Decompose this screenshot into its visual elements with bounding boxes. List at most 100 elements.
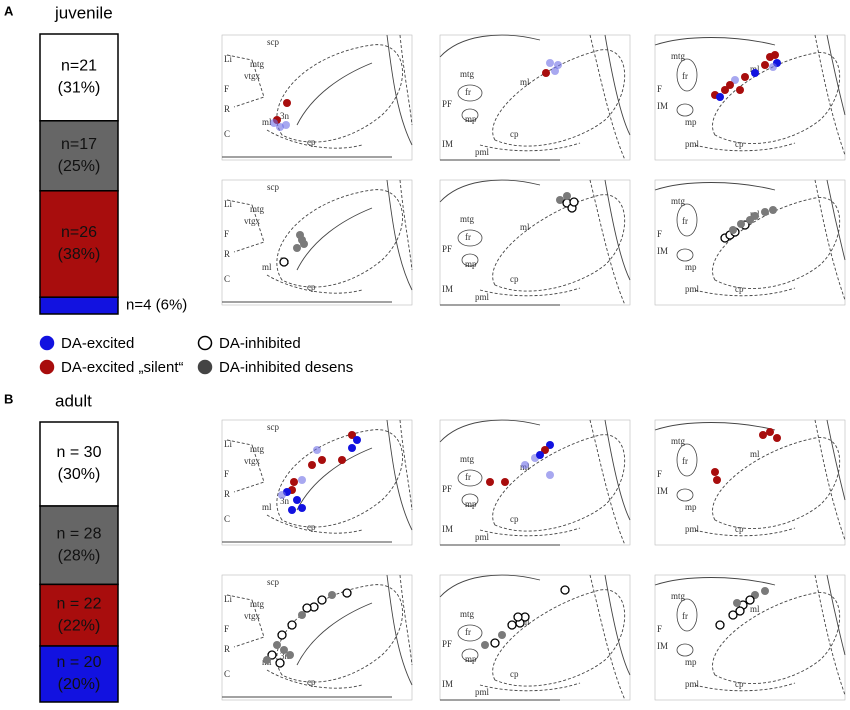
atlas-outline (226, 594, 265, 648)
atlas-outline (826, 34, 846, 116)
legend-marker (39, 335, 55, 351)
atlas-label: IM (442, 284, 453, 294)
atlas-label: cp (307, 282, 316, 292)
neuron-dot (546, 471, 554, 479)
neuron-dot (713, 476, 721, 484)
neuron-dot (498, 631, 506, 639)
atlas-panel: mtg fr ml F IM mp cp pml (654, 419, 846, 546)
neuron-dot (733, 599, 741, 607)
atlas-outline (386, 574, 413, 686)
atlas-outline (276, 584, 403, 683)
neuron-dot (741, 73, 749, 81)
segment-percent: (31%) (58, 80, 101, 97)
atlas-outline (276, 44, 403, 143)
segment-percent: (38%) (58, 246, 101, 263)
atlas-label: cp (735, 284, 744, 294)
neuron-dot (283, 99, 291, 107)
neuron-dot (766, 428, 774, 436)
atlas-label: IM (442, 139, 453, 149)
atlas-label: F (657, 624, 662, 634)
atlas-label: vtgx (244, 71, 261, 81)
atlas-label: PF (442, 639, 452, 649)
atlas-label: pml (475, 687, 490, 697)
atlas-outline (589, 34, 626, 161)
atlas-outline (676, 203, 698, 237)
neuron-dot (348, 444, 356, 452)
atlas-outline (492, 434, 626, 532)
atlas-outline (589, 419, 626, 546)
neuron-dot (293, 496, 301, 504)
neuron-dot (563, 192, 571, 200)
atlas-outline (589, 574, 626, 701)
atlas-outline (589, 179, 626, 306)
atlas-frame (654, 179, 846, 306)
neuron-dot (521, 461, 529, 469)
atlas-label: F (224, 624, 229, 634)
neuron-dot (735, 606, 745, 616)
neuron-dot (769, 206, 777, 214)
segment-percent: (20%) (58, 676, 101, 693)
atlas-outline (457, 229, 483, 247)
atlas-outline (676, 248, 694, 262)
atlas-frame (439, 419, 631, 546)
neuron-dot (556, 196, 564, 204)
atlas-label: R (224, 489, 230, 499)
segment-n: n = 22 (57, 595, 102, 612)
atlas-label: cp (307, 677, 316, 687)
atlas-label: mtg (460, 454, 475, 464)
atlas-label: ml (262, 502, 272, 512)
bar-segment (39, 421, 119, 507)
neuron-dot (490, 638, 500, 648)
atlas-label: F (224, 84, 229, 94)
atlas-label: vtgx (244, 456, 261, 466)
atlas-outline (826, 179, 846, 261)
neuron-dot (263, 656, 271, 664)
neuron-dot (282, 121, 290, 129)
atlas-label: scp (267, 577, 279, 587)
atlas-label: Li (224, 594, 232, 604)
neuron-dot (342, 588, 352, 598)
atlas-outline (461, 253, 479, 267)
neuron-dot (745, 595, 755, 605)
atlas-label: 3n (280, 111, 290, 121)
neuron-dot (298, 611, 306, 619)
neuron-dot (541, 446, 549, 454)
atlas-outline (399, 419, 413, 511)
neuron-dot (546, 441, 554, 449)
atlas-label: mp (685, 262, 697, 272)
atlas-label: cp (510, 669, 519, 679)
atlas-outline (479, 682, 581, 692)
legend-label: DA-excited „silent“ (61, 359, 184, 376)
atlas-outline (226, 439, 265, 493)
atlas-label: mtg (250, 204, 265, 214)
atlas-label: R (224, 249, 230, 259)
atlas-label: mtg (250, 444, 265, 454)
atlas-outline (814, 179, 846, 301)
atlas-label: ml (750, 449, 760, 459)
atlas-outline (386, 419, 413, 531)
atlas-outline (479, 527, 581, 537)
atlas-outline (654, 577, 776, 586)
neuron-dot (554, 61, 562, 69)
atlas-outline (276, 189, 403, 288)
atlas-label: vtgx (244, 216, 261, 226)
atlas-outline (296, 447, 373, 511)
neuron-dot (481, 641, 489, 649)
group-label: adult (55, 391, 92, 410)
atlas-outline (492, 49, 626, 147)
atlas-label: C (224, 514, 230, 524)
atlas-outline (694, 287, 796, 297)
atlas-outline (457, 469, 483, 487)
atlas-outline (712, 437, 841, 529)
atlas-label: C (224, 669, 230, 679)
atlas-outline (296, 602, 373, 666)
neuron-dot (761, 208, 769, 216)
atlas-label: F (657, 469, 662, 479)
neuron-dot (715, 620, 725, 630)
neuron-dot (293, 244, 301, 252)
atlas-outline (676, 643, 694, 657)
